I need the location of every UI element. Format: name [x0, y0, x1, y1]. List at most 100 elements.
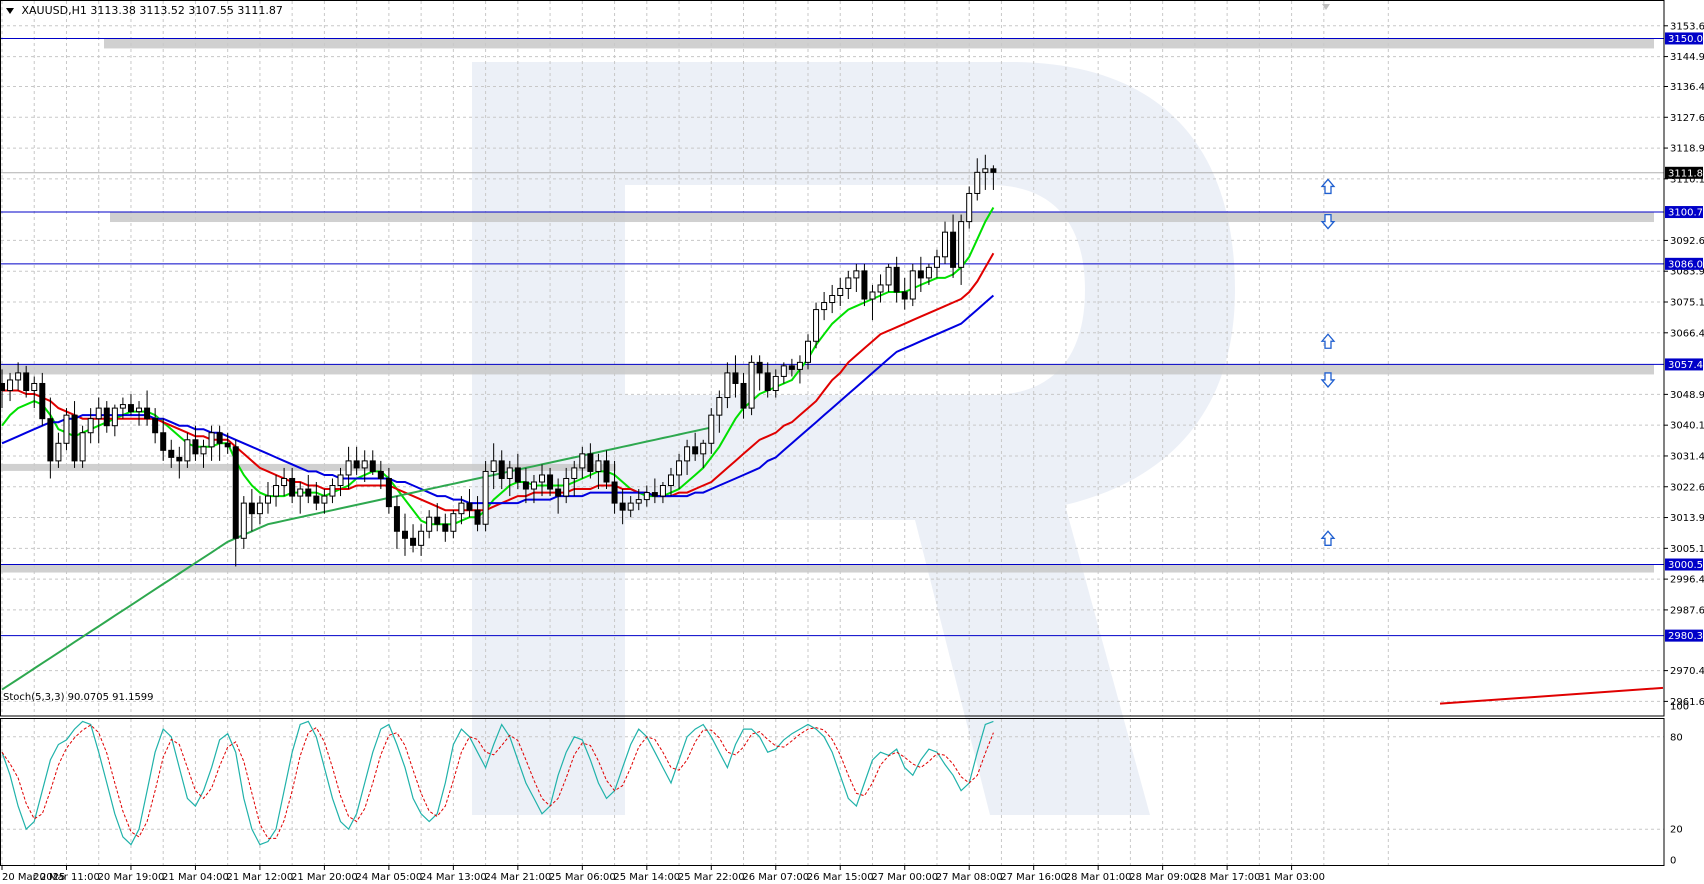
- candle-body: [393, 506, 400, 532]
- time-tick-label: 21 Mar 20:00: [291, 872, 358, 883]
- candle-body: [434, 516, 441, 525]
- candle-body: [264, 495, 271, 504]
- candle-body: [136, 407, 143, 413]
- candle-body: [853, 270, 860, 279]
- candle-body: [587, 453, 594, 472]
- level-tag: [1665, 257, 1703, 270]
- price-tick-label: 2987.65: [1670, 605, 1704, 616]
- candle-body: [184, 439, 191, 462]
- price-tick-label: 3127.65: [1670, 113, 1704, 124]
- candle-body: [885, 266, 892, 286]
- candle-body: [571, 467, 578, 479]
- candle-body: [79, 432, 86, 462]
- candle-body: [522, 481, 529, 490]
- candle-body: [369, 460, 376, 472]
- price-tick-label: 3092.65: [1670, 236, 1704, 247]
- candle-body: [111, 407, 118, 427]
- candle-body: [708, 414, 715, 444]
- level-tag: [1665, 206, 1703, 219]
- level-tag-label: 3000.55: [1668, 560, 1704, 571]
- candle-body: [426, 516, 433, 532]
- time-tick-label: 21 Mar 04:00: [162, 872, 229, 883]
- price-tick-label: 3118.90: [1670, 144, 1704, 155]
- candle-body: [563, 477, 570, 497]
- candle-body: [15, 372, 22, 381]
- candle-body: [950, 231, 957, 268]
- symbol-label: XAUUSD,H1: [21, 4, 87, 17]
- scroll-marker-icon: [1322, 4, 1330, 10]
- candle-body: [651, 492, 658, 497]
- candle-body: [289, 477, 296, 497]
- time-tick-label: 26 Mar 15:00: [807, 872, 874, 883]
- candle-body: [603, 460, 610, 483]
- candle-body: [305, 488, 312, 497]
- candle-body: [39, 382, 46, 420]
- candle-body: [168, 449, 175, 458]
- candle-body: [716, 397, 723, 416]
- candle-body: [635, 499, 642, 504]
- time-tick-label: 21 Mar 12:00: [227, 872, 294, 883]
- candle-body: [555, 488, 562, 497]
- candle-body: [144, 407, 151, 420]
- candle-body: [595, 460, 602, 472]
- arrow-down-icon: [1320, 213, 1336, 230]
- ma-line: [1, 207, 995, 526]
- price-tick-label: 3083.90: [1670, 267, 1704, 278]
- level-tag-label: 3100.72: [1668, 208, 1704, 219]
- candle-body: [942, 231, 949, 258]
- candle-body: [345, 460, 352, 476]
- time-tick-label: 24 Mar 13:00: [420, 872, 487, 883]
- candle-body: [845, 277, 852, 289]
- candle-body: [732, 372, 739, 384]
- candle-body: [764, 372, 771, 392]
- time-tick-label: 24 Mar 05:00: [355, 872, 422, 883]
- candle-body: [192, 439, 199, 455]
- price-tick-label: 2970.40: [1670, 666, 1704, 677]
- current-price-label: 3111.87: [1668, 168, 1704, 179]
- ma-line: [1, 426, 712, 691]
- candle-body: [667, 474, 674, 487]
- candle-body: [474, 509, 481, 525]
- time-tick-label: 28 Mar 01:00: [1065, 872, 1132, 883]
- candle-body: [684, 446, 691, 462]
- candle-body: [458, 502, 465, 515]
- time-tick-label: 20 Mar 2025: [2, 872, 65, 883]
- time-tick-label: 31 Mar 03:00: [1258, 872, 1325, 883]
- candle-body: [7, 379, 14, 392]
- level-tag: [1665, 629, 1703, 642]
- time-tick-label: 25 Mar 22:00: [678, 872, 745, 883]
- price-tick-label: 3013.90: [1670, 513, 1704, 524]
- candle-body: [909, 270, 916, 300]
- stoch-tick-label: 0: [1670, 856, 1676, 867]
- candle-body: [248, 502, 255, 515]
- candle-body: [240, 502, 247, 539]
- time-tick-label: 28 Mar 17:00: [1194, 872, 1261, 883]
- candle-body: [692, 446, 699, 455]
- candle-body: [490, 460, 497, 472]
- candle-body: [450, 513, 457, 532]
- candle-body: [418, 530, 425, 546]
- candle-body: [796, 361, 803, 370]
- candle-body: [643, 492, 650, 501]
- candle-body: [216, 432, 223, 444]
- candle-body: [321, 495, 328, 504]
- collapse-triangle-icon[interactable]: [6, 8, 14, 14]
- candle-body: [901, 291, 908, 300]
- current-price-tag: [1665, 166, 1703, 179]
- level-zones: [0, 38, 1654, 573]
- price-tick-label: 3031.40: [1670, 451, 1704, 462]
- candle-body: [829, 295, 836, 304]
- candle-body: [466, 502, 473, 511]
- time-tick-label: 28 Mar 09:00: [1129, 872, 1196, 883]
- candle-body: [498, 460, 505, 479]
- level-zone: [104, 38, 1654, 49]
- candle-body: [232, 446, 239, 539]
- stoch-tick-label: 20: [1670, 825, 1683, 836]
- candle-body: [410, 537, 417, 546]
- candle-body: [861, 270, 868, 300]
- ma-line: [2, 252, 995, 512]
- level-lines: [0, 37, 1664, 637]
- candle-body: [297, 488, 304, 497]
- candle-body: [772, 375, 779, 392]
